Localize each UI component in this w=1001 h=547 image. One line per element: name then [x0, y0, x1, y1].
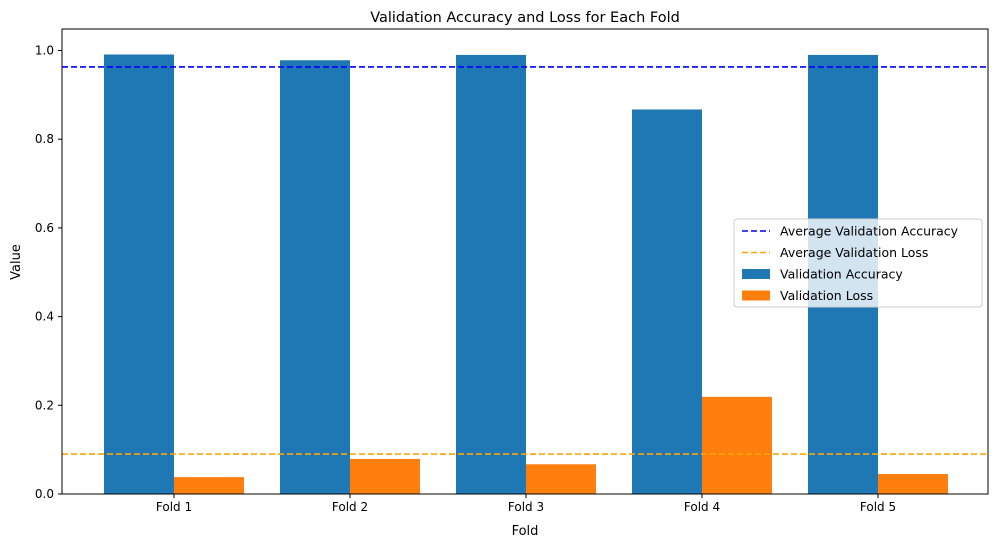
legend-label-average-validation-accuracy: Average Validation Accuracy — [780, 224, 959, 239]
bars-group — [104, 54, 948, 495]
bar-validation-accuracy-2 — [280, 60, 350, 495]
y-tick-label: 0.8 — [35, 132, 54, 146]
legend-box — [733, 218, 983, 308]
bar-validation-accuracy-1 — [104, 54, 174, 494]
legend-swatch-validation-accuracy — [742, 269, 770, 279]
legend-swatch-validation-loss — [742, 290, 770, 301]
bar-validation-loss-1 — [174, 477, 244, 494]
legend-label-validation-loss: Validation Loss — [780, 288, 873, 303]
x-tick-label: Fold 3 — [508, 500, 544, 514]
y-tick-label: 0.0 — [35, 487, 54, 501]
bar-validation-loss-4 — [702, 396, 772, 494]
bar-validation-accuracy-3 — [456, 54, 526, 495]
y-tick-label: 0.6 — [35, 221, 54, 235]
bar-validation-loss-5 — [878, 474, 948, 494]
y-tick-label: 1.0 — [35, 44, 54, 58]
legend-label-average-validation-loss: Average Validation Loss — [780, 245, 928, 260]
y-tick-label: 0.4 — [35, 310, 54, 324]
y-tick-label: 0.2 — [35, 398, 54, 412]
y-axis-ticks: 0.0 0.2 0.4 0.6 0.8 1.0 — [35, 44, 62, 501]
bar-validation-loss-3 — [526, 464, 596, 494]
bar-validation-accuracy-4 — [632, 109, 702, 494]
chart-title: Validation Accuracy and Loss for Each Fo… — [370, 10, 680, 26]
x-tick-label: Fold 2 — [332, 500, 368, 514]
legend: Average Validation Accuracy Average Valid… — [733, 218, 983, 308]
x-tick-label: Fold 1 — [156, 500, 192, 514]
x-axis-label: Fold — [512, 524, 539, 539]
x-tick-label: Fold 5 — [860, 500, 896, 514]
reference-lines — [62, 66, 988, 455]
axes-frame — [61, 28, 989, 495]
y-axis-label: Value — [9, 244, 24, 280]
x-tick-label: Fold 4 — [684, 500, 720, 514]
x-axis-ticks: Fold 1 Fold 2 Fold 3 Fold 4 Fold 5 — [156, 494, 896, 514]
bar-validation-loss-2 — [350, 458, 420, 494]
legend-label-validation-accuracy: Validation Accuracy — [780, 267, 903, 282]
